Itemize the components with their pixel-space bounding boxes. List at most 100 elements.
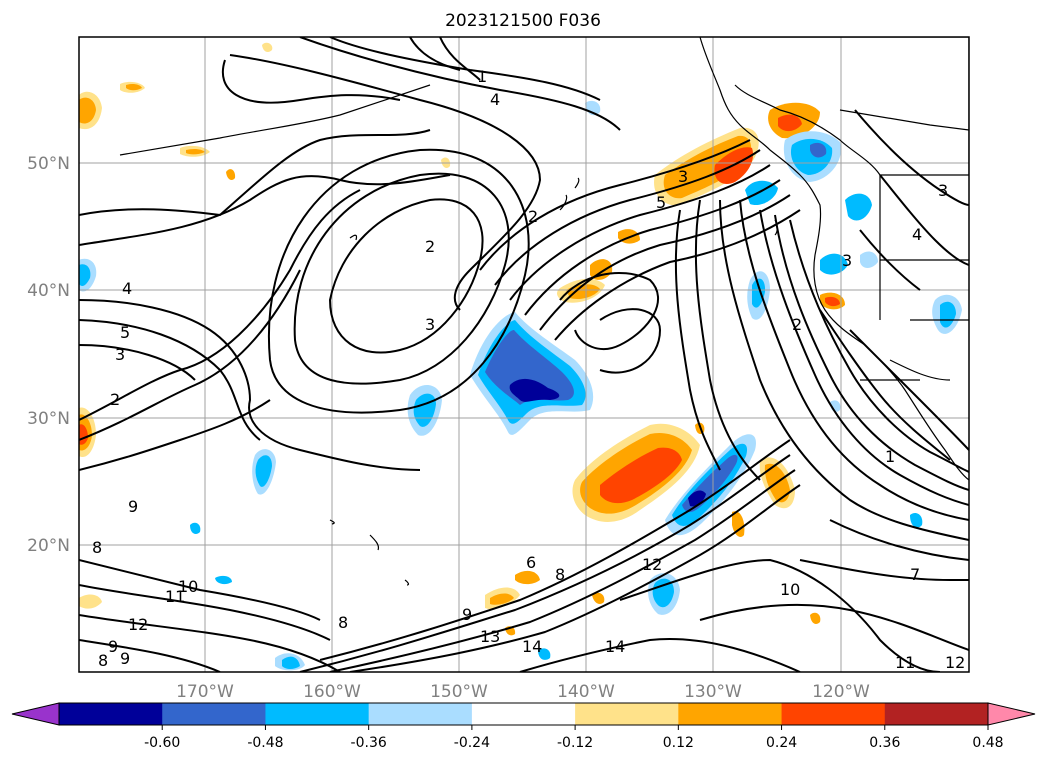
colorbar-tick-label: -0.24	[454, 735, 490, 751]
contour-label: 14	[605, 637, 625, 656]
contour-label: 8	[338, 613, 348, 632]
contour-label: 10	[780, 580, 800, 599]
contour-label: 4	[912, 225, 922, 244]
negative-region	[940, 301, 956, 328]
contour-label: 2	[792, 315, 802, 334]
contour-label: 12	[642, 555, 662, 574]
figure-title: 2023121500 F036	[445, 11, 601, 31]
negative-region	[845, 193, 872, 221]
contour-label: 2	[528, 207, 538, 226]
negative-region	[79, 264, 91, 286]
contour-label: 1	[477, 67, 487, 86]
colorbar-ticks: -0.60 -0.48 -0.36 -0.24 -0.12 0.12 0.24 0.36 0.4…	[144, 725, 1004, 751]
contour-label: 5	[120, 323, 130, 342]
longitude-labels: 170°W 160°W 150°W 140°W 130°W 120°W	[176, 682, 870, 702]
contour-label: 3	[842, 251, 852, 270]
positive-region	[592, 592, 605, 604]
positive-region	[126, 84, 142, 91]
positive-region	[490, 593, 514, 605]
colorbar-tick-label: -0.48	[247, 735, 283, 751]
colorbar-swatch	[368, 703, 473, 725]
colorbar-extension-low	[11, 702, 60, 726]
contour-label: 14	[522, 637, 542, 656]
positive-region	[226, 169, 236, 180]
contour-label: 10	[178, 577, 198, 596]
contour-label: 13	[480, 627, 500, 646]
contour-label: 12	[128, 615, 148, 634]
contour-label: 9	[120, 649, 130, 668]
negative-region	[190, 522, 201, 534]
colorbar-swatch	[162, 703, 266, 725]
contour-label: 11	[895, 653, 915, 672]
contour-label: 9	[128, 497, 138, 516]
negative-region	[215, 575, 232, 585]
positive-region	[566, 284, 600, 299]
colorbar-tick-label: -0.12	[557, 735, 593, 751]
contour-label: 3	[115, 345, 125, 364]
colorbar-swatch	[781, 703, 886, 725]
latitude-labels: 50°N 40°N 30°N 20°N	[27, 154, 70, 556]
contour-label: 8	[98, 651, 108, 670]
positive-region	[825, 296, 840, 307]
map-panel: 1 4 2 3 5 3 2 3 2 3 5 4 3 2 1 6 9 8 10 1…	[78, 36, 970, 673]
colorbar-tick-label: 0.48	[972, 735, 1003, 751]
contour-label: 3	[938, 181, 948, 200]
colorbar-tick-label: 0.12	[663, 735, 694, 751]
positive-region	[186, 148, 205, 155]
colorbar-swatch	[59, 703, 163, 725]
negative-region	[652, 578, 674, 608]
contour-label: 7	[910, 565, 920, 584]
contour-label: 9	[462, 605, 472, 624]
lat-label: 30°N	[27, 409, 70, 429]
map-frame	[78, 36, 970, 673]
colorbar-swatch	[884, 703, 989, 725]
negative-region	[752, 278, 766, 308]
lat-label: 40°N	[27, 281, 70, 301]
colorbar-extension-high	[987, 702, 1036, 726]
negative-region	[255, 455, 272, 487]
negative-region	[860, 251, 878, 268]
colorbar-outline	[58, 702, 989, 726]
negative-region	[910, 513, 923, 528]
positive-region	[515, 570, 540, 585]
positive-region	[262, 42, 273, 53]
contour-label: 2	[425, 237, 435, 256]
colorbar-swatch	[471, 703, 576, 725]
coastlines	[119, 37, 969, 586]
negative-region	[688, 490, 706, 507]
lat-label: 50°N	[27, 154, 70, 174]
lon-label: 150°W	[430, 682, 488, 702]
colorbar-tick-label: -0.36	[351, 735, 387, 751]
colorbar-swatch	[575, 703, 679, 725]
contour-label: 6	[526, 553, 536, 572]
positive-region	[600, 447, 682, 504]
colorbar	[11, 702, 1036, 726]
positive-region	[79, 594, 102, 609]
lon-label: 170°W	[176, 682, 234, 702]
positive-region	[663, 135, 752, 199]
lon-label: 130°W	[684, 682, 742, 702]
contour-lines	[79, 37, 969, 672]
negative-region	[509, 378, 560, 402]
lon-label: 140°W	[557, 682, 615, 702]
contour-label: 4	[490, 90, 500, 109]
contour-label: 3	[425, 315, 435, 334]
contour-label: 3	[678, 167, 688, 186]
graticule	[79, 37, 969, 672]
colorbar-tick-label: 0.36	[869, 735, 900, 751]
contour-label: 1	[885, 447, 895, 466]
negative-region	[810, 142, 827, 158]
positive-region	[810, 612, 821, 624]
negative-region	[538, 648, 551, 660]
contour-labels: 1 4 2 3 5 3 2 3 2 3 5 4 3 2 1 6 9 8 10 1…	[92, 67, 965, 672]
colorbar-swatch	[678, 703, 783, 725]
lon-label: 120°W	[812, 682, 870, 702]
contour-label: 11	[165, 587, 185, 606]
colorbar-tick-label: -0.60	[144, 735, 180, 751]
contour-label: 8	[555, 565, 565, 584]
positive-region	[79, 97, 96, 124]
contour-label: 8	[92, 538, 102, 557]
contour-label: 2	[110, 390, 120, 409]
lat-label: 20°N	[27, 536, 70, 556]
colorbar-tick-label: 0.24	[766, 735, 797, 751]
